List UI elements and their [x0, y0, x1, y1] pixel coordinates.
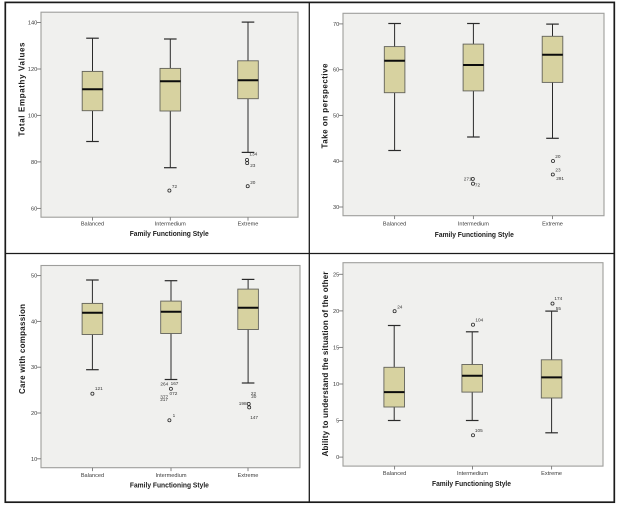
svg-text:Intermedium: Intermedium	[155, 222, 186, 228]
svg-text:271: 271	[464, 177, 472, 182]
svg-text:5: 5	[336, 419, 339, 425]
svg-text:50: 50	[31, 274, 37, 280]
svg-text:Family Functioning Style: Family Functioning Style	[432, 479, 511, 488]
svg-text:Family Functioning Style: Family Functioning Style	[130, 480, 209, 489]
svg-text:Ability to understand the situ: Ability to understand the situation of t…	[321, 272, 330, 457]
svg-text:25: 25	[333, 272, 339, 278]
svg-text:72: 72	[475, 182, 481, 187]
svg-text:60: 60	[31, 206, 37, 212]
svg-text:Extreme: Extreme	[238, 222, 259, 228]
svg-text:Intermedium: Intermedium	[458, 221, 489, 227]
svg-text:167: 167	[171, 381, 179, 386]
svg-text:Take on perspective: Take on perspective	[321, 63, 330, 149]
svg-text:20: 20	[333, 309, 339, 315]
svg-text:40: 40	[333, 159, 339, 165]
svg-text:134: 134	[249, 151, 257, 156]
svg-text:10: 10	[31, 457, 37, 463]
svg-text:264: 264	[160, 381, 168, 386]
svg-text:22: 22	[251, 391, 257, 396]
svg-text:291: 291	[556, 176, 564, 181]
svg-text:30: 30	[333, 205, 339, 211]
svg-text:55: 55	[556, 306, 562, 311]
svg-text:30: 30	[31, 365, 37, 371]
svg-text:Extreme: Extreme	[238, 473, 259, 479]
svg-text:20: 20	[251, 394, 257, 399]
svg-text:Balanced: Balanced	[383, 471, 406, 477]
svg-text:20: 20	[31, 411, 37, 417]
svg-text:15: 15	[333, 345, 339, 351]
svg-text:Balanced: Balanced	[81, 473, 104, 479]
svg-text:Total Empathy Values: Total Empathy Values	[17, 42, 26, 137]
svg-text:198: 198	[239, 401, 247, 406]
svg-text:Extreme: Extreme	[542, 221, 563, 227]
svg-text:217: 217	[160, 397, 168, 402]
svg-text:60: 60	[333, 68, 339, 74]
svg-text:120: 120	[28, 67, 37, 73]
svg-text:377: 377	[160, 394, 168, 399]
svg-text:40: 40	[31, 319, 37, 325]
svg-text:Extreme: Extreme	[541, 471, 562, 477]
svg-text:70: 70	[333, 22, 339, 28]
svg-text:23: 23	[555, 167, 561, 172]
svg-text:Balanced: Balanced	[81, 222, 104, 228]
svg-text:140: 140	[28, 21, 37, 27]
svg-text:10: 10	[333, 382, 339, 388]
svg-text:Intermedium: Intermedium	[155, 473, 186, 479]
svg-text:24: 24	[397, 304, 403, 309]
svg-text:Family Functioning Style: Family Functioning Style	[435, 230, 514, 239]
svg-text:147: 147	[250, 415, 258, 420]
svg-text:80: 80	[31, 160, 37, 166]
svg-text:174: 174	[554, 296, 562, 301]
svg-text:Intermedium: Intermedium	[457, 471, 488, 477]
svg-text:72: 72	[172, 184, 178, 189]
svg-text:1: 1	[173, 413, 176, 418]
svg-text:23: 23	[250, 163, 256, 168]
svg-text:Family Functioning Style: Family Functioning Style	[130, 229, 209, 238]
svg-text:Balanced: Balanced	[383, 221, 406, 227]
svg-text:0: 0	[336, 455, 339, 461]
svg-text:100: 100	[28, 113, 37, 119]
svg-text:20: 20	[250, 180, 256, 185]
svg-text:20: 20	[555, 154, 561, 159]
svg-text:Care with compassion: Care with compassion	[18, 304, 27, 394]
svg-text:105: 105	[475, 428, 483, 433]
svg-text:072: 072	[170, 391, 178, 396]
svg-text:50: 50	[333, 113, 339, 119]
svg-text:121: 121	[95, 386, 103, 391]
svg-text:104: 104	[475, 318, 483, 323]
